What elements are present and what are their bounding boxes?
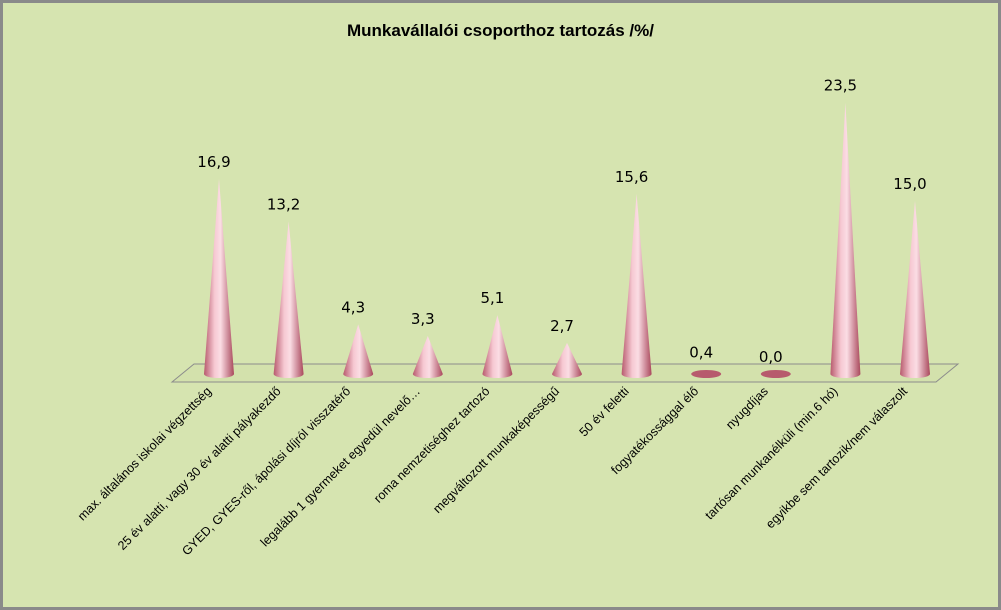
- category-label: nyugdíjas: [723, 384, 771, 432]
- data-label: 15,0: [893, 175, 926, 193]
- category-label: 50 év feletti: [577, 384, 632, 439]
- category-label: tartósan munkanélküli (min.6 hó): [702, 384, 840, 522]
- cone-bar: [482, 315, 513, 378]
- cone-bar: [900, 200, 930, 378]
- data-labels-group: 16,9 13,2 4,3 3,3 5,1 2,7 15,6 0,4 0,0 23,5 15,0: [197, 77, 926, 366]
- data-label: 4,3: [341, 298, 365, 316]
- cone-bar: [760, 370, 791, 378]
- category-label: egyikbe sem tartozik/nem válaszolt: [763, 384, 910, 531]
- data-label: 16,9: [197, 153, 230, 171]
- category-label: max. általános iskolai végzettség: [75, 384, 214, 523]
- cone-bar: [273, 221, 304, 378]
- cone-bar: [204, 178, 234, 378]
- category-label: legalább 1 gyermeket egyedül nevelő…: [258, 384, 423, 549]
- cone-bar: [552, 342, 582, 378]
- cone-bar: [412, 335, 443, 378]
- cone-bar: [621, 193, 652, 378]
- cone-bar: [343, 324, 374, 378]
- data-label: 5,1: [480, 289, 504, 307]
- data-label: 2,7: [550, 317, 574, 335]
- category-label: roma nemzetiséghez tartozó: [371, 384, 492, 505]
- data-label: 13,2: [267, 196, 300, 214]
- chart-title: Munkavállalói csoporthoz tartozás /%/: [346, 21, 654, 40]
- cone-bar: [830, 102, 861, 378]
- bars-group: [204, 102, 930, 378]
- data-label: 0,0: [759, 348, 783, 366]
- data-label: 0,4: [689, 343, 713, 361]
- data-label: 15,6: [615, 168, 648, 186]
- cone-bar: [691, 370, 722, 378]
- data-label: 3,3: [411, 310, 435, 328]
- data-label: 23,5: [824, 77, 857, 95]
- category-label: megváltozott munkaképességű: [430, 384, 562, 516]
